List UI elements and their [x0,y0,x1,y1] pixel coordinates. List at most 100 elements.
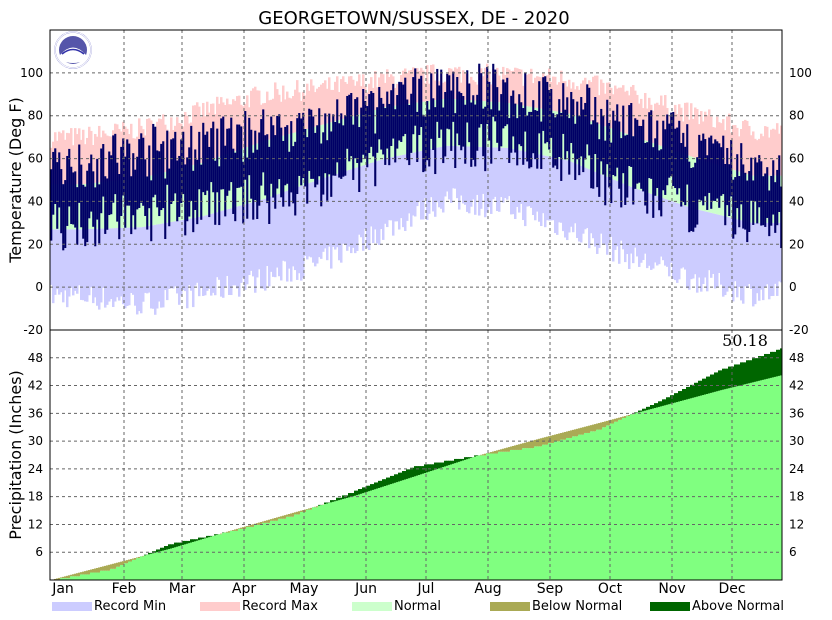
record-min-bar [706,211,709,292]
observed-temp-bar [660,149,663,217]
record-max-bar [574,89,577,116]
observed-temp-bar [68,148,71,207]
observed-temp-bar [552,113,555,168]
record-max-bar [158,118,161,174]
record-min-bar [770,222,773,297]
observed-temp-bar [160,143,163,211]
above-normal-precip-area [360,489,363,494]
record-max-bar [706,115,709,162]
above-normal-precip-area [372,484,375,490]
observed-temp-bar [522,108,525,165]
observed-temp-bar [344,115,347,176]
observed-temp-bar [126,139,129,206]
observed-temp-bar [488,81,491,141]
record-min-bar [354,168,357,254]
normal-precip-area [568,437,571,580]
month-tick-label: Apr [232,581,256,597]
above-normal-precip-area [186,540,189,544]
observed-temp-bar [622,105,625,174]
record-max-bar [358,74,361,115]
observed-temp-bar [778,155,781,213]
record-min-bar [768,222,771,300]
record-max-bar [252,88,255,145]
temp-tick-label-left: 100 [20,66,43,80]
normal-precip-area [540,446,543,580]
observed-temp-bar [404,77,407,134]
below-normal-precip-area [54,578,57,580]
below-normal-precip-area [538,438,541,447]
record-min-bar [530,152,533,208]
normal-precip-area [278,518,281,580]
record-max-bar [554,76,557,112]
normal-precip-area [526,448,529,580]
observed-temp-bar [156,150,159,208]
below-normal-precip-area [234,529,237,531]
month-tick-label: Mar [169,581,196,597]
record-min-bar [424,150,427,199]
above-normal-precip-area [210,535,213,537]
normal-precip-area [232,530,235,580]
record-min-bar [494,147,497,197]
observed-temp-bar [692,167,695,232]
observed-temp-bar [710,135,713,209]
observed-temp-bar [184,164,187,236]
record-min-bar [374,161,377,230]
normal-precip-area [504,451,507,580]
observed-temp-bar [326,140,329,201]
observed-temp-bar [476,94,479,151]
above-normal-precip-area [658,401,661,407]
record-min-bar [188,218,191,286]
below-normal-precip-area [282,515,285,519]
normal-precip-area [132,559,135,580]
below-normal-precip-area [604,421,607,428]
observed-temp-bar [284,126,287,186]
normal-precip-area [318,505,321,580]
record-max-bar [692,118,695,158]
observed-temp-bar [640,125,643,189]
record-max-bar [508,69,511,104]
above-normal-precip-area [352,493,355,497]
record-min-bar [456,146,459,199]
below-normal-precip-area [512,445,515,450]
record-min-bar [632,187,635,264]
observed-temp-bar [662,120,665,191]
record-min-bar [86,229,89,302]
normal-precip-area [732,387,735,580]
observed-temp-bar [138,139,141,208]
record-max-bar [366,92,369,113]
above-normal-precip-area [350,493,353,497]
record-max-bar [518,69,521,105]
record-max-bar [584,77,587,120]
above-normal-precip-area [318,504,321,506]
precip-tick-label-left: 12 [28,517,43,531]
record-min-bar [686,206,689,289]
normal-precip-area [168,549,171,580]
normal-precip-area [362,493,365,580]
observed-temp-bar [524,72,527,132]
observed-temp-bar [328,113,331,175]
above-normal-precip-area [148,552,151,555]
record-min-bar [288,190,291,269]
temp-tick-label-left: -20 [23,323,43,337]
observed-temp-bar [146,176,149,230]
record-min-bar [476,146,479,195]
observed-temp-bar [434,107,437,175]
above-normal-precip-area [692,384,695,398]
above-normal-precip-area [458,458,461,462]
record-min-bar [690,207,693,280]
precip-tick-label-left: 18 [28,490,43,504]
record-min-bar [626,185,629,255]
above-normal-precip-area [428,464,431,472]
normal-precip-area [668,404,671,580]
observed-temp-bar [470,102,473,167]
normal-precip-area [332,501,335,580]
record-max-bar [450,68,453,99]
normal-precip-area [64,578,67,580]
observed-temp-bar [348,94,351,162]
record-min-bar [562,159,565,232]
record-min-bar [586,168,589,229]
record-min-bar [302,185,305,278]
record-min-bar [68,229,71,297]
normal-precip-area [330,502,333,580]
normal-precip-area [238,528,241,580]
